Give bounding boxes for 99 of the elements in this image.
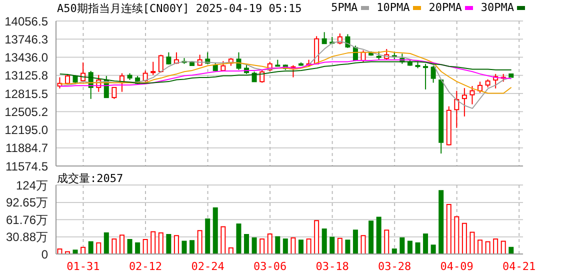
- bar: [205, 218, 210, 254]
- candlestick: [150, 61, 156, 76]
- candlestick: [345, 34, 350, 48]
- y-tick-label: 12505.2: [4, 104, 48, 119]
- chart-title: A50期指当月连续[CN00Y] 2025-04-19 05:15: [57, 1, 302, 16]
- y-tick-label: 61.76万: [6, 212, 48, 227]
- bar: [446, 204, 452, 254]
- bar: [96, 242, 102, 254]
- bar: [392, 248, 397, 254]
- bar: [260, 238, 265, 254]
- candlestick: [322, 32, 327, 44]
- bar: [368, 220, 374, 254]
- x-tick-label: 03-06: [253, 260, 287, 273]
- bar: [454, 216, 460, 254]
- bar: [267, 233, 272, 254]
- bar: [384, 230, 390, 254]
- bar: [415, 242, 420, 254]
- bar: [72, 250, 78, 254]
- chart-title: 成交量:2057: [57, 171, 124, 186]
- y-tick-label: 0: [41, 247, 48, 262]
- bar: [330, 236, 335, 254]
- bar: [57, 248, 62, 254]
- bar: [244, 234, 250, 254]
- bar: [80, 246, 86, 254]
- bar: [166, 234, 172, 254]
- y-tick-label: 14056.5: [4, 14, 48, 28]
- bar: [407, 240, 412, 254]
- bar: [228, 247, 234, 254]
- bar: [282, 238, 288, 254]
- bar: [430, 244, 436, 254]
- bar: [119, 234, 124, 254]
- bar: [508, 246, 514, 254]
- bar: [400, 237, 405, 254]
- bar: [150, 231, 156, 254]
- bar: [127, 239, 132, 254]
- bar: [220, 226, 226, 254]
- bar: [275, 236, 280, 254]
- x-tick-label: 02-12: [128, 260, 162, 273]
- bar: [493, 238, 498, 254]
- candlestick: [470, 86, 475, 105]
- y-tick-label: 30.88万: [6, 230, 48, 244]
- bar: [423, 233, 428, 254]
- y-tick-label: 92.65万: [6, 196, 48, 210]
- bar: [352, 230, 358, 254]
- y-tick-label: 124万: [16, 178, 48, 192]
- x-tick-label: 01-31: [66, 260, 100, 273]
- x-tick-label: 03-18: [316, 260, 349, 273]
- candlestick: [478, 81, 483, 94]
- bar: [158, 232, 164, 254]
- y-tick-label: 12815.5: [4, 86, 48, 101]
- bar: [190, 240, 195, 254]
- legend-label: 20PMA: [428, 1, 462, 14]
- bar: [485, 241, 490, 254]
- bar: [212, 207, 218, 254]
- bar: [470, 232, 475, 254]
- bar: [438, 190, 444, 254]
- bar: [290, 237, 296, 254]
- bar: [236, 223, 242, 254]
- x-tick-label: 04-21: [502, 260, 536, 273]
- bar: [478, 240, 483, 254]
- y-tick-label: 13436.0: [4, 50, 48, 65]
- bar: [197, 230, 202, 254]
- y-tick-label: 11574.5: [6, 159, 48, 174]
- legend-label: 5PMA: [331, 1, 358, 14]
- bar: [252, 237, 257, 254]
- bar: [142, 239, 148, 254]
- candlestick: [423, 63, 428, 90]
- bar: [182, 240, 187, 254]
- bar: [345, 240, 350, 254]
- bar: [322, 228, 327, 254]
- bar: [135, 242, 140, 254]
- y-tick-label: 12195.0: [4, 123, 48, 138]
- bar: [314, 220, 320, 254]
- y-tick-label: 13125.8: [4, 68, 48, 83]
- candlestick: [158, 54, 164, 74]
- bar: [500, 240, 506, 254]
- bar: [360, 235, 366, 254]
- candlestick: [112, 86, 117, 100]
- bar: [298, 240, 304, 254]
- bar: [376, 216, 382, 254]
- y-tick-label: 11884.7: [6, 141, 48, 156]
- y-tick-label: 13746.3: [4, 32, 48, 46]
- bar: [306, 238, 312, 254]
- candlestick: [462, 88, 467, 117]
- candlestick: [430, 65, 436, 84]
- x-tick-label: 03-28: [378, 260, 412, 273]
- x-tick-label: 04-09: [440, 260, 474, 273]
- candlestick: [166, 52, 172, 65]
- bar: [462, 222, 467, 254]
- legend-label: 30PMA: [480, 1, 514, 14]
- bar: [174, 235, 179, 254]
- legend-label: 10PMA: [376, 1, 410, 14]
- bar: [88, 241, 94, 254]
- x-tick-label: 02-24: [191, 260, 225, 273]
- bar: [104, 232, 109, 254]
- bar: [112, 238, 117, 254]
- candlestick: [260, 69, 265, 84]
- bar: [337, 238, 342, 254]
- candlestick: [454, 90, 460, 128]
